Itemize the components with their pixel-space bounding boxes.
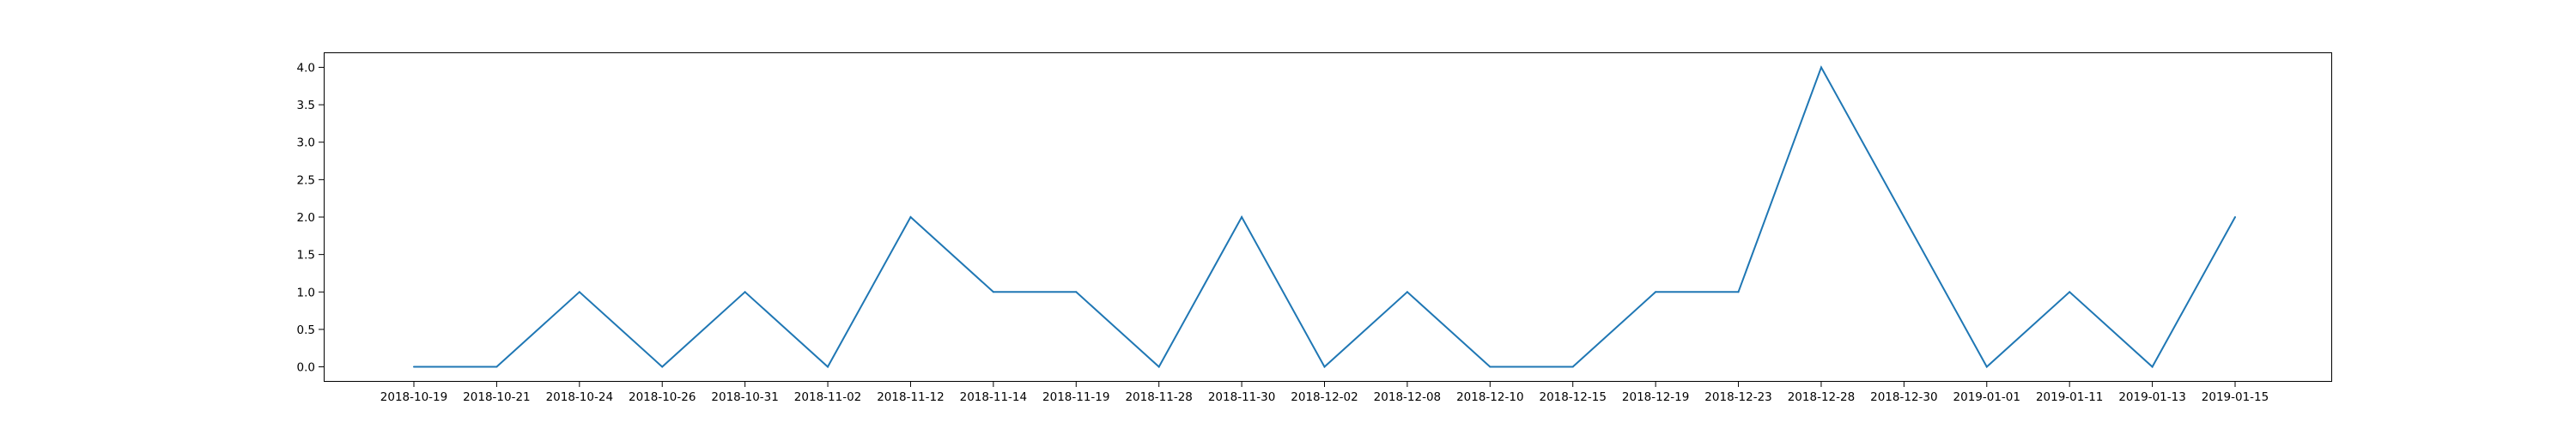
x-tick-label: 2018-10-24	[546, 390, 613, 404]
x-axis: 2018-10-19 2018-10-21 2018-10-24 2018-10-26…	[380, 382, 2269, 404]
x-tick-label: 2018-11-19	[1042, 390, 1109, 404]
x-tick-label: 2018-12-19	[1622, 390, 1689, 404]
data-point	[827, 366, 829, 368]
y-tick-label: 0.5	[297, 323, 315, 337]
data-point	[2069, 291, 2071, 293]
x-tick-label: 2018-11-14	[960, 390, 1027, 404]
data-point	[1985, 366, 1988, 368]
data-point	[1737, 291, 1740, 293]
data-point	[1323, 366, 1326, 368]
data-point	[1489, 366, 1492, 368]
x-tick-label: 2018-10-19	[380, 390, 447, 404]
y-tick-label: 2.5	[297, 173, 315, 187]
plot-frame	[324, 52, 2332, 382]
y-tick-label: 1.5	[297, 249, 315, 263]
x-tick-label: 2018-11-02	[794, 390, 861, 404]
x-tick-label: 2018-12-15	[1539, 390, 1606, 404]
data-point	[1075, 291, 1078, 293]
x-tick-label: 2018-12-28	[1788, 390, 1855, 404]
data-point	[578, 291, 580, 293]
x-tick-label: 2018-10-31	[711, 390, 778, 404]
y-tick-label: 1.0	[297, 286, 315, 299]
x-tick-label: 2018-10-21	[463, 390, 530, 404]
y-tick-label: 4.0	[297, 61, 315, 75]
x-tick-label: 2019-01-01	[1953, 390, 2020, 404]
x-tick-label: 2018-12-08	[1374, 390, 1441, 404]
data-point	[495, 366, 498, 368]
data-point	[661, 366, 664, 368]
data-point	[744, 291, 746, 293]
data-point	[2234, 216, 2236, 218]
data-point	[2151, 366, 2154, 368]
data-point	[1241, 216, 1243, 218]
x-tick-label: 2018-12-23	[1704, 390, 1771, 404]
x-tick-label: 2018-12-02	[1291, 390, 1358, 404]
x-tick-label: 2018-10-26	[629, 390, 696, 404]
x-tick-label: 2018-11-30	[1208, 390, 1275, 404]
y-tick-label: 2.0	[297, 211, 315, 225]
plot-area	[324, 52, 2332, 382]
data-point	[1157, 366, 1160, 368]
y-tick-label: 3.0	[297, 136, 315, 150]
x-tick-label: 2018-11-12	[877, 390, 944, 404]
y-axis: 0.0 0.5 1.0 1.5 2.0 2.5 3.0 3.5 4.0	[297, 61, 324, 375]
y-tick-label: 0.0	[297, 361, 315, 375]
series-layer	[413, 65, 2236, 369]
data-point	[992, 291, 994, 293]
data-point	[1903, 216, 1905, 218]
data-point	[1820, 66, 1822, 69]
x-tick-label: 2019-01-13	[2118, 390, 2185, 404]
data-point	[909, 216, 912, 218]
x-tick-label: 2019-01-11	[2036, 390, 2103, 404]
data-point	[1655, 291, 1657, 293]
data-point	[413, 366, 415, 368]
data-point	[1406, 291, 1408, 293]
x-tick-label: 2019-01-15	[2202, 390, 2269, 404]
y-tick-label: 3.5	[297, 99, 315, 112]
x-tick-label: 2018-12-30	[1870, 390, 1937, 404]
x-tick-label: 2018-12-10	[1456, 390, 1523, 404]
x-tick-label: 2018-11-28	[1125, 390, 1192, 404]
data-point	[1571, 366, 1574, 368]
